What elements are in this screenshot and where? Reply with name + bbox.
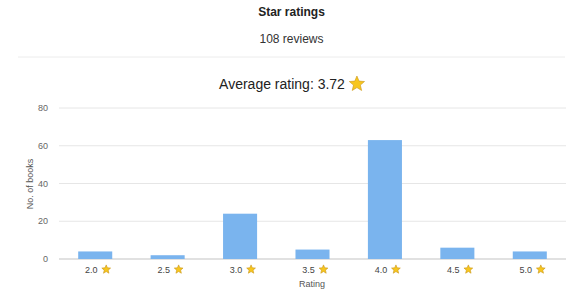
y-tick-label: 0: [43, 254, 48, 264]
separator: [18, 57, 565, 58]
subtitle: 108 reviews: [259, 32, 323, 46]
bars: [78, 140, 547, 259]
title: Star ratings: [258, 5, 325, 19]
x-axis-label: Rating: [299, 279, 325, 289]
y-axis-label: No. of books: [25, 158, 35, 209]
x-tick-label: 5.0: [520, 265, 533, 275]
bar: [513, 251, 547, 259]
x-tick-label: 4.0: [375, 265, 388, 275]
star-icon: [536, 265, 545, 273]
star-icon: [247, 265, 256, 273]
bar: [368, 140, 402, 259]
y-tick-label: 60: [38, 141, 48, 151]
y-tick-label: 80: [38, 103, 48, 113]
star-icon: [349, 76, 364, 90]
grid-line: [59, 145, 566, 146]
x-tick-label: 3.5: [302, 265, 315, 275]
bar: [223, 214, 257, 259]
x-tick-label: 3.0: [230, 265, 243, 275]
grid-line: [59, 108, 566, 109]
x-tick-label: 2.0: [85, 265, 98, 275]
star-icon: [392, 265, 401, 273]
x-tick-label: 2.5: [157, 265, 170, 275]
star-icon: [319, 265, 328, 273]
bar: [151, 255, 185, 259]
y-tick-label: 20: [38, 216, 48, 226]
star-icon: [464, 265, 473, 273]
bar: [295, 250, 329, 259]
chart: Star ratings 108 reviews Average rating: 3…: [0, 0, 583, 300]
grid-line: [59, 221, 566, 222]
bar: [78, 251, 112, 259]
x-tick-label: 4.5: [447, 265, 460, 275]
star-icon: [102, 265, 111, 273]
grid-line: [59, 183, 566, 184]
y-tick-label: 40: [38, 179, 48, 189]
y-axis: 0 20 40 60 80: [38, 103, 566, 264]
x-axis: 2.0 2.5 3.0 3.5 4.0 4.5 5.0: [85, 265, 545, 275]
star-icon: [174, 265, 183, 273]
average-rating: Average rating: 3.72: [219, 76, 345, 92]
bar: [440, 248, 474, 259]
